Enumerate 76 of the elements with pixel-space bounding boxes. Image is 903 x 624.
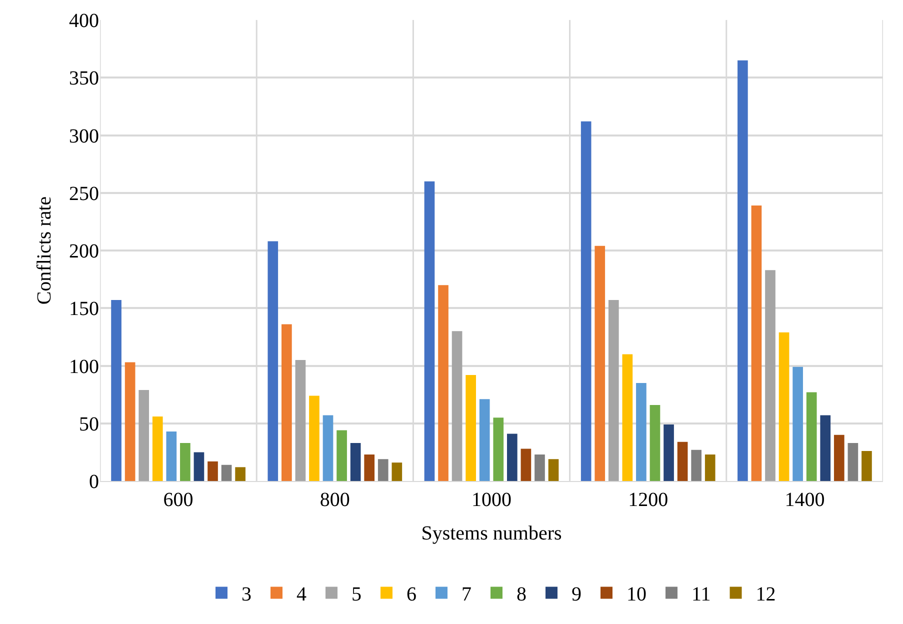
bar (221, 464, 232, 481)
x-axis-title: Systems numbers (421, 522, 562, 544)
legend-label: 8 (516, 584, 526, 606)
bar (322, 415, 334, 481)
bar (194, 452, 204, 481)
bar (452, 331, 462, 481)
bar (138, 390, 150, 481)
bar (820, 415, 831, 481)
bar (466, 374, 476, 481)
bar (166, 431, 177, 481)
legend-label: 5 (352, 584, 362, 606)
bar (438, 285, 448, 481)
bar (309, 396, 320, 481)
y-tick-label: 0 (89, 471, 99, 493)
y-tick-label: 50 (79, 413, 99, 436)
x-tick-label: 1200 (628, 489, 668, 511)
bar (493, 418, 504, 481)
y-tick-label: 400 (69, 10, 99, 32)
bar (534, 454, 545, 481)
bar (636, 383, 646, 481)
bar (664, 424, 674, 481)
bar (580, 121, 592, 481)
bar (792, 366, 803, 481)
bar (848, 442, 858, 481)
bar (704, 454, 716, 481)
y-tick-label: 150 (69, 298, 99, 320)
x-tick-label: 1400 (784, 489, 825, 511)
legend-label: 10 (626, 584, 646, 606)
bar (738, 60, 748, 481)
bar (691, 450, 702, 481)
bar (111, 300, 122, 481)
bar (208, 461, 218, 481)
bar (336, 430, 347, 481)
bar (806, 392, 817, 481)
legend-label: 11 (692, 584, 711, 606)
y-tick-label: 250 (69, 182, 99, 205)
bar (295, 360, 306, 481)
legend-label: 12 (756, 584, 776, 606)
bar (608, 300, 619, 481)
bar (765, 270, 776, 481)
bar (778, 332, 790, 481)
y-tick-label: 100 (69, 356, 99, 378)
x-tick-label: 1000 (472, 489, 512, 511)
x-tick-label: 600 (163, 489, 194, 511)
bar (268, 241, 278, 481)
bar (622, 354, 633, 481)
legend-label: 7 (462, 584, 472, 606)
legend-label: 3 (242, 584, 252, 606)
y-tick-label: 350 (69, 68, 99, 90)
bar (124, 362, 136, 481)
bar (520, 448, 532, 481)
bar (594, 246, 606, 481)
bar (751, 206, 762, 481)
bar (677, 442, 688, 481)
y-tick-label: 200 (69, 240, 99, 262)
bar (507, 434, 518, 481)
bar (548, 459, 559, 481)
bar (479, 399, 490, 481)
bar (392, 462, 402, 481)
legend-label: 4 (296, 584, 306, 606)
bar (350, 442, 361, 481)
legend-label: 9 (572, 584, 582, 606)
bar (834, 434, 844, 481)
bar (235, 467, 246, 481)
bar (152, 416, 163, 481)
y-axis-title: Conflicts rate (34, 196, 56, 305)
bar (424, 181, 435, 481)
bar (180, 442, 190, 481)
y-tick-label: 300 (69, 125, 99, 148)
bar (364, 454, 375, 481)
bar (282, 324, 292, 481)
bar (862, 451, 872, 481)
legend-label: 6 (406, 584, 416, 606)
bar (650, 404, 660, 481)
x-tick-label: 800 (320, 489, 350, 511)
bar (378, 459, 388, 481)
